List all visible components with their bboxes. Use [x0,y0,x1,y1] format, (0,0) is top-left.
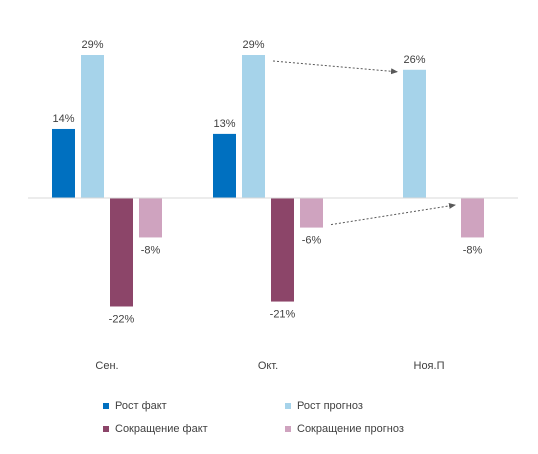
bar-2-2 [242,55,265,198]
trend-arrow-2 [330,202,456,226]
legend-swatch-1 [103,403,109,409]
labels-layer: 14% 13% 29% 29% 26% -22% -21% -8% -6% -8% [52,39,482,325]
bar-4-1 [139,198,162,238]
category-label-3: Ноя.П [414,360,445,372]
bars-layer [52,55,484,307]
data-label-3-1: -22% [109,313,135,325]
legend-label-1: Рост факт [115,400,167,412]
bar-3-1 [110,198,133,307]
bar-4-3 [461,198,484,238]
legend-swatch-3 [103,426,109,432]
data-label-2-2: 29% [242,39,264,51]
bar-1-2 [213,133,236,198]
trend-arrow-1 [272,60,398,75]
legend-swatch-2 [285,403,291,409]
data-label-3-2: -21% [270,309,296,321]
bar-1-1 [52,128,75,198]
arrows-layer [272,60,456,226]
category-labels: Сен. Окт. Ноя.П [95,360,444,372]
legend: Рост факт Рост прогноз Сокращение факт Сокр… [103,400,404,435]
data-label-2-3: 26% [403,54,425,66]
data-label-1-1: 14% [52,113,74,125]
legend-label-4: Сокращение прогноз [297,423,404,435]
bar-2-3 [403,69,426,198]
legend-label-2: Рост прогноз [297,400,363,412]
bar-3-2 [271,198,294,302]
category-label-2: Окт. [258,360,278,372]
data-label-4-1: -8% [141,244,161,256]
data-label-1-2: 13% [213,118,235,130]
data-label-2-1: 29% [81,39,103,51]
bar-2-1 [81,55,104,198]
legend-swatch-4 [285,426,291,432]
category-label-1: Сен. [95,360,118,372]
data-label-4-2: -6% [302,235,322,247]
bar-4-2 [300,198,323,228]
legend-label-3: Сокращение факт [115,423,208,435]
data-label-4-3: -8% [463,244,483,256]
